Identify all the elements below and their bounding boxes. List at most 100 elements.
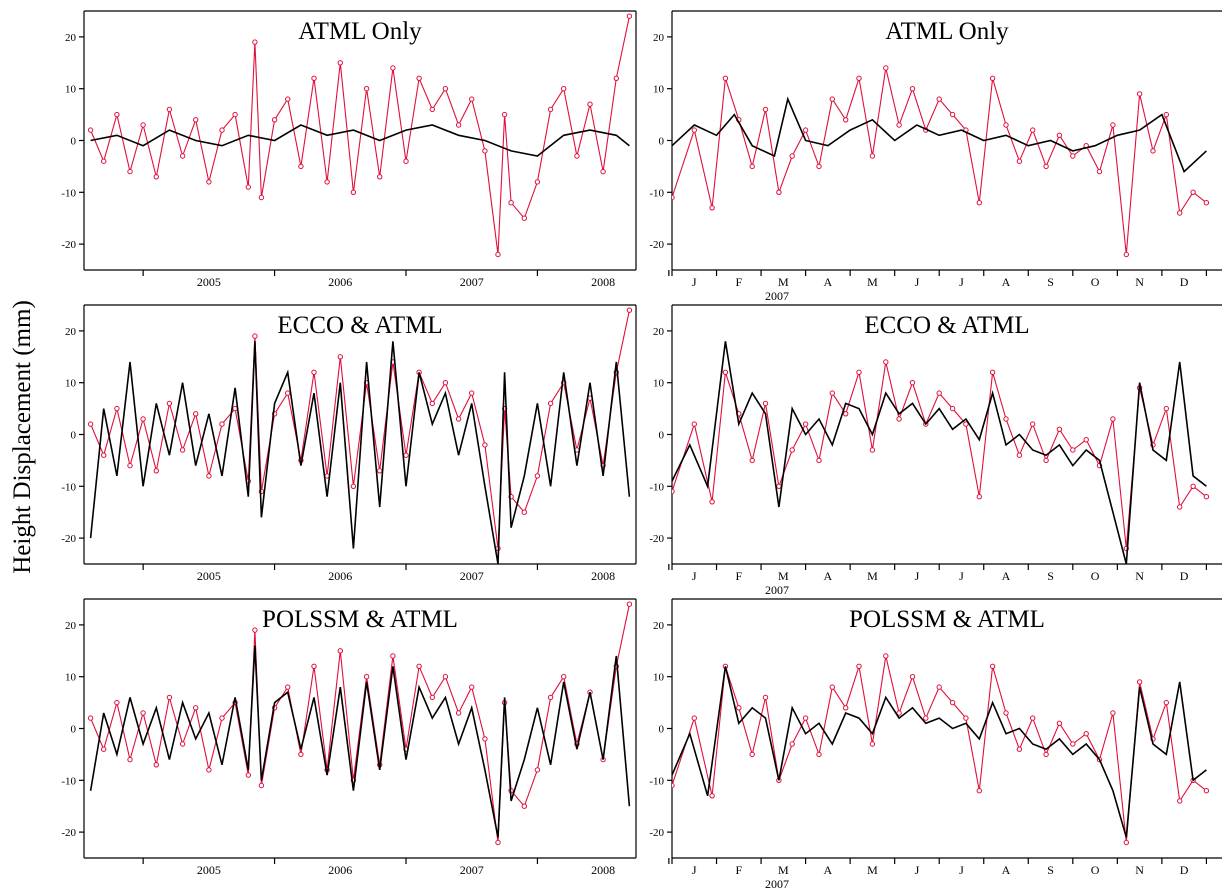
observed-point xyxy=(166,400,173,407)
observed-point xyxy=(672,782,675,789)
x-tick-label: 2006 xyxy=(328,863,352,877)
observed-point xyxy=(691,715,697,721)
x-tick-label: 2007 xyxy=(460,569,484,583)
observed-point xyxy=(252,627,258,633)
x-tick-label: 2008 xyxy=(591,569,615,583)
observed-point xyxy=(883,359,889,365)
observed-point xyxy=(976,200,982,206)
observed-point xyxy=(626,13,633,19)
observed-point xyxy=(298,751,304,758)
observed-point xyxy=(416,75,422,82)
observed-point xyxy=(896,710,902,716)
observed-point xyxy=(206,473,212,479)
observed-series-line xyxy=(672,655,1207,843)
observed-point xyxy=(521,509,527,515)
observed-point xyxy=(547,400,554,407)
observed-point xyxy=(869,447,876,453)
observed-point xyxy=(206,767,212,773)
x-tick-label: 2007 xyxy=(460,863,484,877)
observed-point xyxy=(909,674,916,680)
observed-point xyxy=(1056,720,1063,726)
observed-point xyxy=(232,111,238,118)
observed-point xyxy=(101,452,107,458)
observed-point xyxy=(816,751,822,758)
observed-point xyxy=(127,168,133,175)
model-series-line xyxy=(89,645,631,838)
observed-point xyxy=(547,106,554,113)
y-tick-label: -20 xyxy=(61,533,76,545)
observed-point xyxy=(534,473,541,479)
observed-point xyxy=(285,96,291,102)
observed-point xyxy=(896,416,902,422)
panel-title: ECCO & ATML xyxy=(277,312,442,339)
model-series-line xyxy=(672,96,1207,173)
observed-point xyxy=(350,189,357,196)
observed-point xyxy=(442,674,449,680)
observed-point xyxy=(1070,447,1076,453)
observed-point xyxy=(1030,127,1036,133)
observed-point xyxy=(587,101,593,107)
observed-point xyxy=(949,405,956,412)
x-tick-label: D xyxy=(1180,275,1189,289)
observed-point xyxy=(1043,457,1049,464)
observed-point xyxy=(390,653,396,659)
x-tick-label: 2008 xyxy=(591,863,615,877)
observed-point xyxy=(802,127,809,133)
observed-point xyxy=(1110,122,1116,128)
observed-point xyxy=(455,710,462,716)
plot-area xyxy=(87,13,633,258)
model-series-line xyxy=(90,124,630,157)
observed-point xyxy=(455,122,462,128)
x-tick-label: A xyxy=(1002,275,1011,289)
observed-point xyxy=(337,648,343,654)
observed-point xyxy=(672,488,675,495)
x-tick-label: J xyxy=(692,569,697,583)
observed-point xyxy=(245,184,252,190)
observed-point xyxy=(691,127,697,133)
x-tick-label: 2005 xyxy=(197,275,221,289)
x-tick-label: D xyxy=(1180,569,1189,583)
observed-point xyxy=(856,663,862,669)
observed-point xyxy=(547,694,554,701)
x-tick-label: J xyxy=(915,275,920,289)
observed-point xyxy=(521,803,527,809)
observed-point xyxy=(672,194,675,201)
observed-point xyxy=(140,416,146,422)
observed-point xyxy=(626,307,633,313)
observed-point xyxy=(350,483,357,489)
model-series-line xyxy=(672,666,1207,838)
observed-point xyxy=(869,153,876,159)
x-tick-label: N xyxy=(1135,275,1144,289)
observed-point xyxy=(482,442,488,448)
observed-point xyxy=(114,405,120,412)
observed-point xyxy=(377,174,383,180)
x-tick-label: 2007 xyxy=(460,275,484,289)
observed-point xyxy=(843,705,849,711)
observed-point xyxy=(219,715,225,721)
observed-point xyxy=(1056,132,1063,139)
y-tick-label: -10 xyxy=(61,775,76,787)
observed-point xyxy=(429,400,435,407)
observed-series-line xyxy=(672,67,1207,255)
observed-point xyxy=(574,153,580,159)
panel-5: -20 -10 0 10 20 2005 2006 2007 2008 POLSSM & ATML xyxy=(61,598,670,877)
observed-point xyxy=(722,369,729,375)
observed-point xyxy=(936,390,942,396)
y-tick-label: 10 xyxy=(65,672,77,684)
observed-point xyxy=(258,194,265,201)
x-tick-label: J xyxy=(959,569,964,583)
panel-1: -20 -10 0 10 20 2005 2006 2007 2008 ATML Only xyxy=(61,10,670,289)
observed-point xyxy=(909,86,916,92)
x-tick-label: D xyxy=(1180,863,1189,877)
observed-point xyxy=(390,65,396,71)
plot-area xyxy=(87,307,633,564)
observed-point xyxy=(1136,679,1143,685)
y-tick-label: -20 xyxy=(649,533,664,545)
observed-point xyxy=(936,96,942,102)
x-tick-label: J xyxy=(915,863,920,877)
observed-point xyxy=(87,127,94,133)
plot-area xyxy=(672,653,1210,846)
observed-point xyxy=(776,483,782,489)
y-tick-label: 0 xyxy=(659,724,665,736)
